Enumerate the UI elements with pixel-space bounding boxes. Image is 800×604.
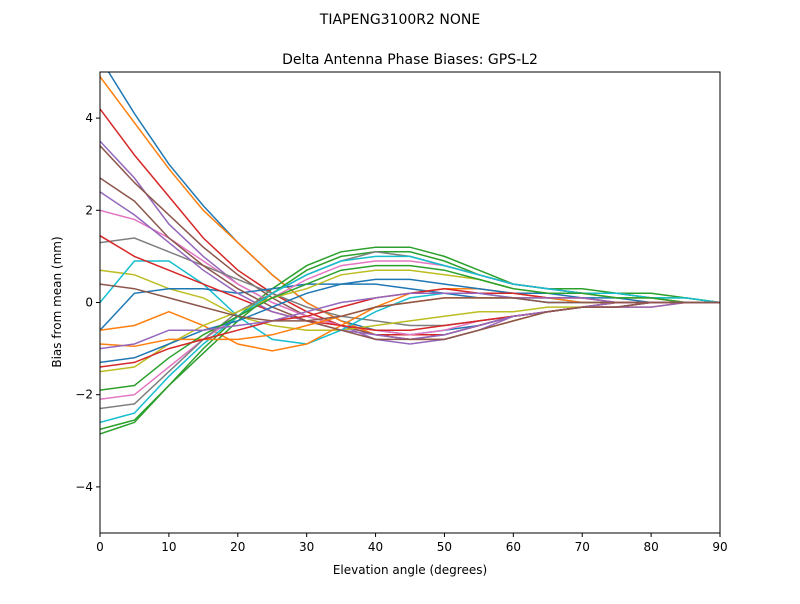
y-tick-label: −2 <box>75 388 93 402</box>
x-tick-label: 60 <box>506 540 521 554</box>
series-line-s24 <box>100 287 720 368</box>
y-tick-label: 0 <box>85 296 93 310</box>
x-tick-label: 10 <box>161 540 176 554</box>
x-tick-label: 90 <box>712 540 727 554</box>
y-axis: −4 −2 0 2 4 <box>75 111 100 494</box>
series-line-s16 <box>100 177 720 341</box>
x-tick-label: 30 <box>299 540 314 554</box>
chart-title: Delta Antenna Phase Biases: GPS-L2 <box>282 52 538 68</box>
y-axis-label: Bias from mean (mm) <box>50 236 64 367</box>
x-tick-label: 40 <box>368 540 383 554</box>
series-line-s5 <box>100 140 720 345</box>
x-tick-label: 70 <box>575 540 590 554</box>
series-line-s26 <box>100 283 720 322</box>
series-line-s13 <box>100 251 720 431</box>
x-tick-label: 0 <box>96 540 104 554</box>
series-line-s14 <box>100 235 720 331</box>
y-tick-label: 4 <box>85 111 93 125</box>
figure-suptitle: TIAPENG3100R2 NONE <box>319 12 480 28</box>
series-line-s7 <box>100 209 720 336</box>
y-tick-label: −4 <box>75 480 93 494</box>
y-tick-label: 2 <box>85 203 93 217</box>
series-lines <box>100 72 720 435</box>
x-tick-label: 50 <box>437 540 452 554</box>
x-tick-label: 80 <box>643 540 658 554</box>
series-line-s4 <box>100 108 720 336</box>
series-line-s6 <box>100 145 720 341</box>
series-line-s3 <box>100 246 720 435</box>
x-tick-label: 20 <box>230 540 245 554</box>
series-line-s23 <box>100 264 720 391</box>
x-axis: 0 10 20 30 40 50 60 70 80 90 <box>96 533 728 554</box>
series-line-s20 <box>100 255 720 424</box>
x-axis-label: Elevation angle (degrees) <box>333 563 487 577</box>
